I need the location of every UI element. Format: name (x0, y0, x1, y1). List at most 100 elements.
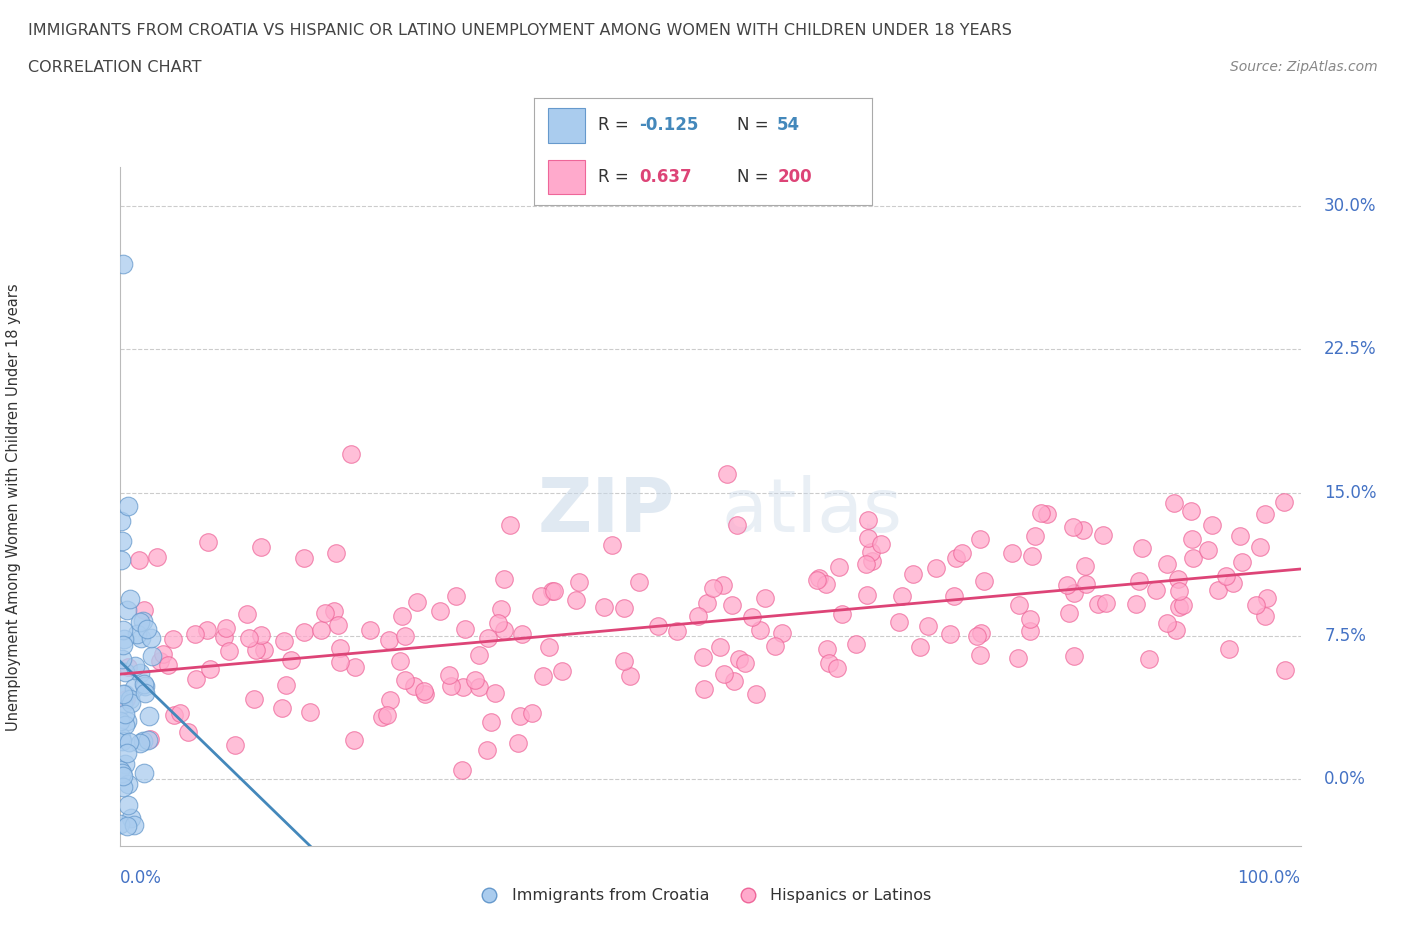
Point (359, 622, 381, 637)
Point (325, 546, 347, 561)
Point (309, 623, 332, 638)
Point (108, 817, 131, 831)
Point (129, 665, 152, 680)
Point (118, 735, 141, 750)
Point (114, 707, 136, 722)
Point (1181, 531, 1204, 546)
Point (828, 559, 851, 574)
Point (1253, 507, 1275, 522)
Point (870, 537, 893, 551)
Point (666, 623, 689, 638)
Point (845, 636, 868, 651)
Point (891, 589, 914, 604)
Point (117, 660, 139, 675)
Point (1274, 663, 1296, 678)
Point (1222, 576, 1244, 591)
Point (405, 595, 427, 610)
Point (1168, 600, 1191, 615)
Point (903, 566, 925, 581)
Point (195, 622, 218, 637)
Point (138, 732, 160, 747)
Point (969, 648, 991, 663)
Point (1232, 554, 1254, 569)
Point (108, 714, 131, 729)
Point (215, 620, 238, 635)
Point (696, 595, 718, 610)
Point (551, 664, 574, 679)
Point (110, 552, 132, 567)
Text: 100.0%: 100.0% (1237, 870, 1301, 887)
Point (111, 765, 134, 780)
Point (825, 660, 848, 675)
Point (716, 467, 738, 482)
Point (371, 710, 394, 724)
Point (111, 534, 134, 549)
Point (939, 626, 962, 641)
Point (242, 691, 264, 706)
Text: 30.0%: 30.0% (1324, 196, 1376, 215)
Point (1201, 517, 1223, 532)
Point (129, 631, 152, 645)
Text: 0.0%: 0.0% (120, 870, 162, 887)
Point (183, 626, 205, 641)
FancyBboxPatch shape (548, 109, 585, 142)
Point (917, 618, 939, 633)
Point (197, 535, 219, 550)
Point (943, 589, 966, 604)
Point (124, 658, 146, 673)
Point (1008, 597, 1031, 612)
Point (132, 734, 155, 749)
Point (169, 706, 191, 721)
Point (602, 538, 624, 552)
Point (437, 668, 460, 683)
Point (377, 632, 399, 647)
Point (1019, 611, 1042, 626)
Point (120, 592, 142, 607)
Point (489, 602, 512, 617)
Point (453, 680, 475, 695)
Point (486, 616, 509, 631)
Point (754, 590, 776, 604)
Text: atlas: atlas (721, 475, 903, 548)
Point (1256, 591, 1278, 605)
Point (1156, 557, 1178, 572)
Point (908, 639, 931, 654)
Point (1087, 596, 1109, 611)
Point (245, 643, 267, 658)
Text: 22.5%: 22.5% (1324, 340, 1376, 358)
Point (128, 553, 150, 568)
Point (613, 600, 636, 615)
Point (741, 609, 763, 624)
Point (117, 498, 139, 513)
Point (329, 640, 352, 655)
Point (134, 765, 156, 780)
Point (484, 685, 506, 700)
Point (112, 631, 135, 646)
Point (1182, 551, 1205, 565)
Point (112, 622, 135, 637)
Point (530, 589, 553, 604)
Point (340, 446, 363, 461)
Point (613, 654, 636, 669)
Point (162, 631, 184, 646)
Point (593, 600, 616, 615)
Point (117, 713, 139, 728)
Point (132, 603, 155, 618)
Point (238, 631, 260, 645)
Point (1215, 569, 1237, 584)
Point (118, 692, 141, 707)
Text: R =: R = (599, 116, 634, 135)
Point (831, 606, 853, 621)
Point (478, 887, 501, 902)
Point (945, 551, 967, 565)
Point (1071, 523, 1094, 538)
Point (628, 575, 651, 590)
Point (509, 709, 531, 724)
Point (1062, 520, 1084, 535)
Point (394, 629, 416, 644)
Text: Immigrants from Croatia: Immigrants from Croatia (512, 887, 709, 903)
Point (273, 634, 295, 649)
Point (969, 531, 991, 546)
Point (1074, 577, 1097, 591)
Point (1063, 648, 1085, 663)
